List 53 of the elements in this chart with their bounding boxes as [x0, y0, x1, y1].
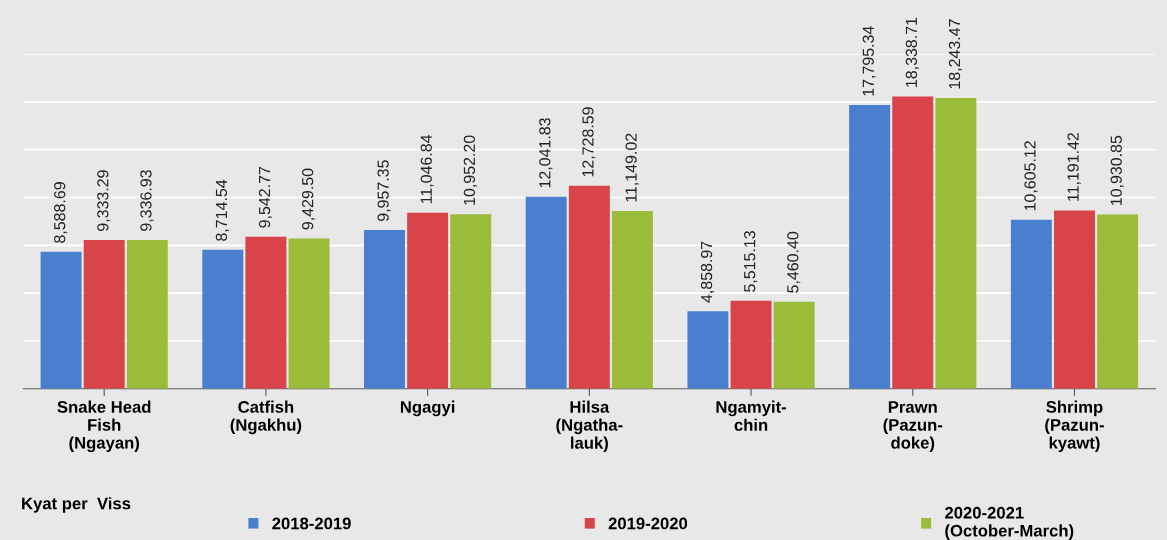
bar: [611, 211, 653, 389]
data-label: 10,952.20: [463, 135, 477, 205]
x-tick-label: Snake Head Fish (Ngayan): [57, 400, 151, 453]
x-tick-label: Hilsa (Ngatha- lauk): [556, 400, 623, 453]
legend-label: 2020-2021 (October-March): [945, 506, 1074, 540]
data-label: 10,930.85: [1110, 135, 1124, 205]
bar: [1053, 210, 1095, 389]
bar: [687, 311, 729, 389]
data-label: 11,149.02: [625, 133, 639, 202]
data-label: 8,588.69: [54, 182, 68, 243]
bar: [126, 239, 168, 389]
data-label: 12,041.83: [539, 118, 553, 188]
data-label: 12,728.59: [582, 107, 596, 177]
data-label: 4,858.97: [700, 241, 715, 303]
legend-label: 2018-2019: [272, 517, 351, 530]
x-tick-label: Catfish (Ngakhu): [230, 400, 302, 435]
bar: [730, 300, 772, 389]
x-tick-label: Prawn (Pazun- doke): [883, 401, 943, 453]
data-label: 5,515.13: [744, 231, 758, 292]
data-label: 9,957.35: [377, 160, 391, 221]
bar: [245, 236, 287, 389]
bar: [450, 214, 492, 389]
bar: [525, 196, 567, 389]
bar: [1010, 219, 1052, 389]
legend-label: 2019-2020: [608, 517, 688, 530]
bar: [40, 251, 82, 389]
data-label: 17,795.34: [862, 26, 876, 96]
data-label: 9,429.50: [302, 168, 316, 230]
data-label: 9,542.77: [258, 166, 273, 228]
text: Kyat per Viss: [22, 497, 131, 513]
bar: [407, 212, 449, 389]
x-tick-label: Shrimp (Pazun- kyawt): [1045, 400, 1104, 453]
data-label: 9,333.29: [97, 170, 111, 231]
data-label: 11,191.42: [1067, 132, 1081, 201]
bar: [364, 230, 405, 389]
bar: [892, 96, 934, 389]
bar: [773, 301, 815, 389]
data-label: 10,605.12: [1024, 141, 1038, 211]
data-label: 18,338.71: [905, 17, 919, 87]
x-tick-label: Ngagyi: [400, 400, 455, 417]
bar: [849, 105, 891, 389]
data-label: 9,336.93: [140, 170, 154, 231]
data-label: 11,046.84: [420, 134, 434, 204]
x-tick-label: Ngamyit- chin: [716, 400, 787, 431]
bar: [568, 185, 610, 389]
data-label: 18,243.47: [948, 19, 963, 89]
bar: [83, 240, 125, 389]
bar: [288, 238, 330, 389]
bar: [1097, 214, 1139, 389]
bar: [935, 97, 977, 389]
bar: [202, 249, 244, 389]
data-label: 5,460.40: [787, 231, 801, 293]
data-label: 8,714.54: [215, 179, 229, 241]
